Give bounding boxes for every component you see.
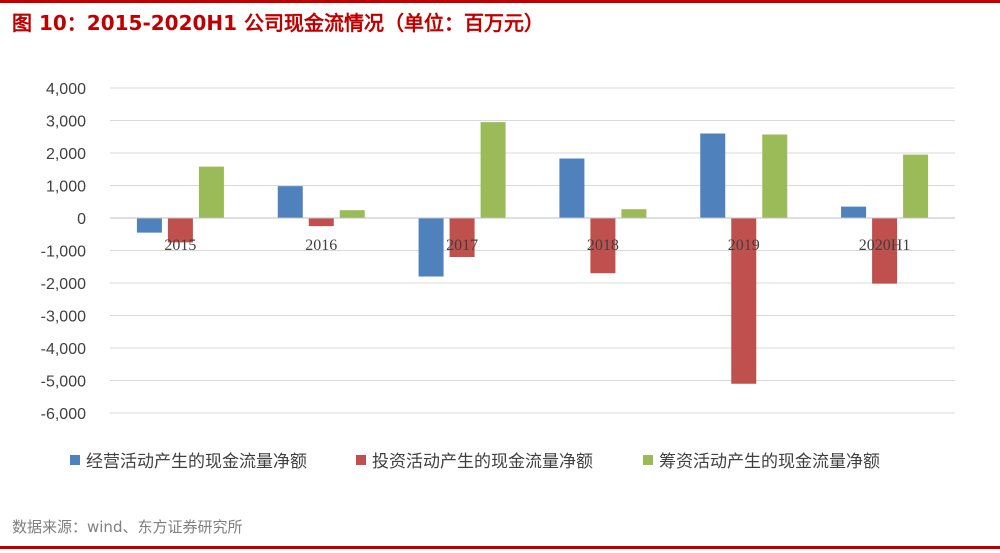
bar-series-1-2017 xyxy=(418,218,444,277)
bars xyxy=(136,122,929,384)
legend: 经营活动产生的现金流量净额 投资活动产生的现金流量净额 筹资活动产生的现金流量净额 xyxy=(70,452,880,472)
gridlines xyxy=(110,87,955,414)
bar-series-3-2017 xyxy=(480,122,506,218)
bar-series-2-2018 xyxy=(590,218,616,274)
x-axis-categories: 2015 2016 2017 2018 2019 2020H1 xyxy=(164,237,910,254)
top-rule xyxy=(0,0,1000,3)
y-tick-label: -2,000 xyxy=(41,276,86,293)
bar-series-1-2018 xyxy=(559,158,585,218)
x-category-label: 2017 xyxy=(446,237,478,254)
y-tick-label: 2,000 xyxy=(46,146,86,163)
y-tick-label: -5,000 xyxy=(41,374,86,391)
y-tick-label: 1,000 xyxy=(46,179,86,196)
bar-series-3-2020H1 xyxy=(903,154,929,218)
legend-label: 投资活动产生的现金流量净额 xyxy=(372,452,593,472)
bar-series-1-2016 xyxy=(277,186,303,218)
y-tick-label: -6,000 xyxy=(41,406,86,423)
bar-series-1-2015 xyxy=(136,218,162,233)
x-category-label: 2015 xyxy=(164,237,196,254)
legend-swatch xyxy=(643,455,653,465)
bar-series-3-2019 xyxy=(762,134,788,218)
data-source: 数据来源：wind、东方证券研究所 xyxy=(12,518,243,536)
bar-series-2-2019 xyxy=(731,218,757,384)
legend-swatch xyxy=(356,455,366,465)
bar-series-3-2015 xyxy=(198,166,224,218)
x-category-label: 2016 xyxy=(305,237,337,254)
x-category-label: 2018 xyxy=(587,237,619,254)
bar-series-2-2020H1 xyxy=(872,218,898,284)
y-tick-label: -1,000 xyxy=(41,244,86,261)
bar-series-2-2015 xyxy=(167,218,193,243)
y-tick-label: -3,000 xyxy=(41,309,86,326)
legend-label: 筹资活动产生的现金流量净额 xyxy=(659,452,880,472)
bar-series-2-2016 xyxy=(308,218,334,227)
cash-flow-chart: 4,000 3,000 2,000 1,000 0 -1,000 -2,000 -3,000 -… xyxy=(41,81,955,472)
bar-series-2-2017 xyxy=(449,218,475,257)
bar-series-1-2020H1 xyxy=(841,206,867,218)
bar-series-1-2019 xyxy=(700,133,726,218)
y-tick-label: 4,000 xyxy=(46,81,86,98)
bar-series-3-2016 xyxy=(339,210,365,218)
x-category-label: 2019 xyxy=(728,237,760,254)
y-tick-label: -4,000 xyxy=(41,341,86,358)
legend-swatch xyxy=(70,455,80,465)
figure-title: 图 10：2015-2020H1 公司现金流情况（单位：百万元） xyxy=(12,11,545,35)
bottom-rule xyxy=(0,546,1000,549)
bar-series-3-2018 xyxy=(621,209,647,218)
y-tick-label: 0 xyxy=(77,211,86,228)
legend-label: 经营活动产生的现金流量净额 xyxy=(86,452,307,472)
y-axis-ticks: 4,000 3,000 2,000 1,000 0 -1,000 -2,000 -3,000 -… xyxy=(41,81,86,423)
x-category-label: 2020H1 xyxy=(859,237,911,254)
y-tick-label: 3,000 xyxy=(46,114,86,131)
